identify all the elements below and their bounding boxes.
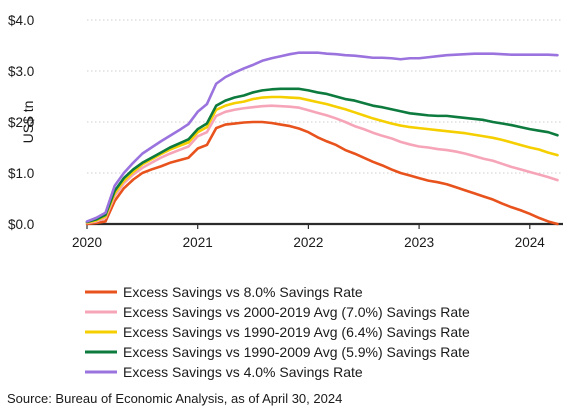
gridlines bbox=[87, 19, 563, 174]
x-tick-label: 2024 bbox=[515, 235, 546, 250]
series-line-4 bbox=[85, 87, 559, 224]
legend: Excess Savings vs 8.0% Savings Rate Exces… bbox=[85, 284, 470, 380]
legend-label: Excess Savings vs 2000-2019 Avg (7.0%) S… bbox=[123, 304, 470, 320]
x-tick-label: 2022 bbox=[293, 235, 323, 250]
legend-label: Excess Savings vs 1990-2009 Avg (5.9%) S… bbox=[123, 344, 470, 360]
y-axis-title: US$ tn bbox=[20, 101, 36, 144]
series-line-3 bbox=[85, 95, 559, 224]
legend-label: Excess Savings vs 8.0% Savings Rate bbox=[123, 284, 363, 300]
series-line-5 bbox=[85, 51, 559, 223]
y-tick-label: $0.0 bbox=[8, 217, 34, 232]
legend-label: Excess Savings vs 4.0% Savings Rate bbox=[123, 364, 363, 380]
legend-label: Excess Savings vs 1990-2019 Avg (6.4%) S… bbox=[123, 324, 470, 340]
series-line-2 bbox=[85, 104, 559, 225]
x-tick-label: 2020 bbox=[72, 235, 102, 250]
legend-item: Excess Savings vs 2000-2019 Avg (7.0%) S… bbox=[85, 304, 470, 320]
x-tick-label: 2023 bbox=[404, 235, 434, 250]
legend-item: Excess Savings vs 8.0% Savings Rate bbox=[85, 284, 363, 300]
y-tick-label: $3.0 bbox=[8, 64, 34, 79]
legend-item: Excess Savings vs 1990-2009 Avg (5.9%) S… bbox=[85, 344, 470, 360]
y-tick-label: $2.0 bbox=[8, 115, 34, 130]
series-lines bbox=[85, 51, 559, 226]
legend-item: Excess Savings vs 1990-2019 Avg (6.4%) S… bbox=[85, 324, 470, 340]
axes: $0.0 $1.0 $2.0 $3.0 $4.0 2020 2021 2022 2023 2024 bbox=[8, 13, 563, 250]
x-tick-label: 2021 bbox=[183, 235, 213, 250]
series-line-1 bbox=[85, 120, 559, 226]
source-note: Source: Bureau of Economic Analysis, as … bbox=[7, 391, 342, 406]
y-tick-label: $1.0 bbox=[8, 166, 34, 181]
legend-item: Excess Savings vs 4.0% Savings Rate bbox=[85, 364, 363, 380]
y-tick-label: $4.0 bbox=[8, 13, 34, 28]
